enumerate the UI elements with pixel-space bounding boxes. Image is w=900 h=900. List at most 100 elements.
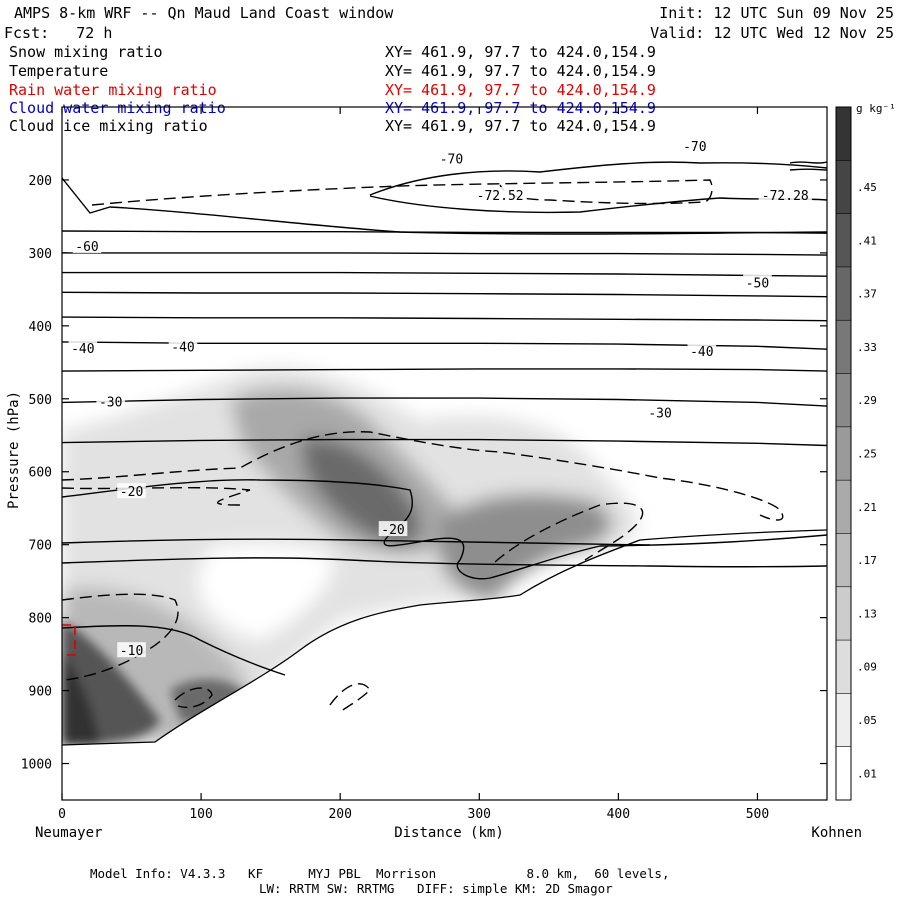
shade-white-gap xyxy=(198,544,335,640)
isotherm xyxy=(62,316,827,322)
shade-surface-core xyxy=(62,650,100,745)
isotherm-top-right xyxy=(789,161,827,171)
colorbar-unit: g kg⁻¹ xyxy=(856,102,896,115)
isotherm-minus15 xyxy=(62,538,651,546)
isotherm-label: -60 xyxy=(75,240,98,255)
field-label-cloud-ice: Cloud ice mixing ratio xyxy=(9,117,208,135)
isotherm-label-bg xyxy=(117,483,146,499)
shade-right-lobe xyxy=(440,494,612,600)
isotherm-label-bg xyxy=(117,642,146,658)
x-tick-label: 500 xyxy=(746,807,769,822)
footer-line-1: Model Info: V4.3.3 KF MYJ PBL Morrison 8… xyxy=(90,866,669,881)
ice-contour-main xyxy=(62,431,784,521)
isotherm xyxy=(62,271,827,277)
terrain-mask xyxy=(62,530,827,800)
x-end-label: Kohnen xyxy=(811,825,862,841)
isotherm-minus10 xyxy=(62,625,286,676)
x-tick-label: 0 xyxy=(58,807,66,822)
colorbar-cell xyxy=(836,480,851,534)
colorbar-label: .01 xyxy=(857,767,877,780)
isotherm-label: -70 xyxy=(440,153,463,168)
colorbar-cell xyxy=(836,213,851,267)
colorbar-label: .29 xyxy=(857,394,877,407)
isotherm-label-bg xyxy=(645,404,675,420)
isotherm-top-left xyxy=(62,177,827,235)
isotherm-label: -72.28 xyxy=(762,189,809,204)
ice-contour-lower xyxy=(62,593,179,681)
y-tick-label: 700 xyxy=(29,539,52,554)
isotherm-label-bg xyxy=(72,238,102,254)
colorbar-label: .05 xyxy=(857,714,877,727)
isotherm-minus20 xyxy=(62,479,827,580)
isotherm-label: -40 xyxy=(171,341,194,356)
isotherm xyxy=(62,252,827,256)
isotherm xyxy=(62,397,827,407)
y-tick-label: 1000 xyxy=(21,758,52,773)
isotherm-label: -10 xyxy=(120,644,143,659)
field-xy-rain: XY= 461.9, 97.7 to 424.0,154.9 xyxy=(385,81,656,99)
colorbar-cell xyxy=(836,160,851,214)
field-label-cloud-water: Cloud water mixing ratio xyxy=(9,99,226,117)
colorbar-cell xyxy=(836,746,851,800)
colorbar-cell xyxy=(836,693,851,747)
isotherm-label: -30 xyxy=(99,395,122,410)
y-tick-label: 900 xyxy=(29,685,52,700)
isotherm-label: -20 xyxy=(381,523,404,538)
isotherm xyxy=(62,291,827,298)
isotherm-minus70 xyxy=(369,161,827,196)
isotherm-labels: -70 -70 -72.52 -72.28 -60 -50 -40 -40 -40 -30 -30 -… xyxy=(68,138,812,659)
isotherm-label-bg xyxy=(687,343,717,359)
plot-frame xyxy=(61,106,828,801)
colorbar-label: .37 xyxy=(857,288,877,301)
colorbar-label: .25 xyxy=(857,448,877,461)
isotherm-label-bg xyxy=(680,138,710,154)
colorbar-cell xyxy=(836,533,851,587)
isotherm-minus70-lower xyxy=(369,195,827,214)
y-tick-label: 600 xyxy=(29,466,52,481)
isotherm-label-bg xyxy=(96,393,125,409)
x-tick-label: 300 xyxy=(468,807,491,822)
field-xy-snow: XY= 461.9, 97.7 to 424.0,154.9 xyxy=(385,43,656,61)
isotherm-label-bg xyxy=(437,150,466,166)
x-tick-label: 100 xyxy=(189,807,212,822)
colorbar-label: .33 xyxy=(857,341,877,354)
y-tick-label: 300 xyxy=(29,247,52,262)
colorbar-label: .13 xyxy=(857,607,877,620)
colorbar-cell xyxy=(836,320,851,374)
x-axis-label: Distance (km) xyxy=(394,825,504,841)
colorbar-frame xyxy=(835,106,852,801)
isotherm-label-bg xyxy=(758,186,812,202)
isotherm-label-bg xyxy=(473,186,527,202)
ice-contour-pocket xyxy=(329,683,371,713)
colorbar-cell xyxy=(836,426,851,481)
colorbar-cell xyxy=(836,266,851,321)
terrain-surface xyxy=(62,529,827,746)
colorbar-label: .09 xyxy=(857,661,877,674)
isotherm xyxy=(62,368,827,372)
colorbar-label: .17 xyxy=(857,554,877,567)
x-start-label: Neumayer xyxy=(35,825,102,841)
isotherm-upper-minus20 xyxy=(62,557,827,568)
chart-title: AMPS 8-km WRF -- Qn Maud Land Coast wind… xyxy=(14,4,394,22)
y-tick-label: 800 xyxy=(29,612,52,627)
init-time: Init: 12 UTC Sun 09 Nov 25 xyxy=(659,4,894,22)
shade-core-upper xyxy=(300,438,421,546)
valid-time: Valid: 12 UTC Wed 12 Nov 25 xyxy=(650,24,894,42)
isotherm-label: -30 xyxy=(648,406,671,421)
temperature-isotherms xyxy=(62,230,827,447)
footer-line-2: LW: RRTM SW: RRTMG DIFF: simple KM: 2D S… xyxy=(259,881,613,896)
field-label-rain: Rain water mixing ratio xyxy=(9,81,217,99)
colorbar-label: .21 xyxy=(857,501,877,514)
cloud-ice-contours xyxy=(62,179,784,713)
colorbar-cell xyxy=(836,373,851,427)
colorbar: .01 .05 .09 .13 .17 .21 .25 .29 .33 .37 .41 .45 xyxy=(835,106,877,801)
ice-contour-top xyxy=(91,179,713,206)
y-tick-label: 400 xyxy=(29,320,52,335)
colorbar-cell xyxy=(836,586,851,641)
field-label-snow: Snow mixing ratio xyxy=(9,43,163,61)
rain-water-contour xyxy=(62,624,76,656)
ice-contour-left xyxy=(62,486,251,506)
isotherm-label-bg xyxy=(743,274,772,290)
isotherm-label-bg xyxy=(68,340,98,356)
